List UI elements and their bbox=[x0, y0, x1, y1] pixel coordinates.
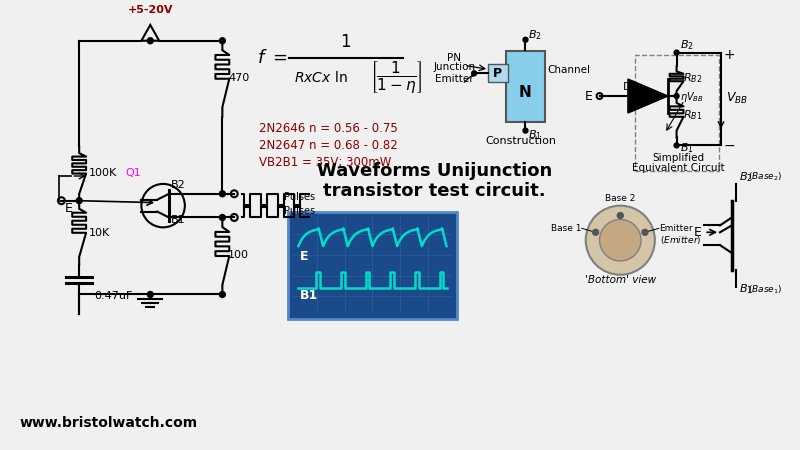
Text: Pulses: Pulses bbox=[283, 206, 314, 216]
Text: Pulses: Pulses bbox=[283, 192, 314, 202]
Text: P: P bbox=[494, 67, 502, 80]
Text: $B_1$: $B_1$ bbox=[679, 141, 694, 155]
Text: $R_{B2}$: $R_{B2}$ bbox=[683, 71, 702, 85]
Text: E: E bbox=[694, 226, 702, 239]
Circle shape bbox=[674, 94, 679, 99]
Text: $(Base_2)$: $(Base_2)$ bbox=[748, 171, 782, 184]
Polygon shape bbox=[628, 79, 668, 113]
Text: $V_{BB}$: $V_{BB}$ bbox=[726, 90, 748, 106]
Circle shape bbox=[147, 292, 154, 297]
Text: $B_2$: $B_2$ bbox=[738, 170, 753, 184]
Text: www.bristolwatch.com: www.bristolwatch.com bbox=[20, 416, 198, 430]
Text: D: D bbox=[623, 82, 631, 92]
Text: $B_1$: $B_1$ bbox=[529, 129, 542, 142]
Text: Q1: Q1 bbox=[126, 168, 142, 178]
Text: +5-20V: +5-20V bbox=[127, 5, 173, 15]
Text: $(Base_1)$: $(Base_1)$ bbox=[748, 284, 782, 296]
FancyBboxPatch shape bbox=[287, 212, 458, 319]
Text: Waveforms Unijunction
transistor test circuit.: Waveforms Unijunction transistor test ci… bbox=[317, 162, 552, 200]
Text: −: − bbox=[724, 138, 735, 153]
FancyBboxPatch shape bbox=[488, 64, 508, 82]
Text: 2N2647 n = 0.68 - 0.82: 2N2647 n = 0.68 - 0.82 bbox=[259, 139, 398, 152]
Circle shape bbox=[586, 206, 655, 275]
Text: Emitter: Emitter bbox=[658, 224, 693, 233]
Text: $f\ =$: $f\ =$ bbox=[257, 49, 288, 67]
Circle shape bbox=[674, 50, 679, 55]
Text: 'Bottom' view: 'Bottom' view bbox=[585, 274, 656, 285]
Text: Simplified: Simplified bbox=[653, 153, 705, 163]
Text: 100K: 100K bbox=[89, 168, 118, 178]
Text: 1: 1 bbox=[341, 33, 351, 51]
Circle shape bbox=[219, 38, 226, 44]
Text: 10K: 10K bbox=[89, 228, 110, 238]
Text: +: + bbox=[724, 48, 735, 62]
Circle shape bbox=[674, 143, 679, 148]
Text: 2N2646 n = 0.56 - 0.75: 2N2646 n = 0.56 - 0.75 bbox=[259, 122, 398, 135]
FancyBboxPatch shape bbox=[506, 50, 546, 122]
Circle shape bbox=[593, 230, 598, 235]
Text: $\left[\dfrac{1}{1-\eta}\right]$: $\left[\dfrac{1}{1-\eta}\right]$ bbox=[370, 59, 423, 95]
Text: Emitter: Emitter bbox=[435, 74, 474, 84]
Text: Channel: Channel bbox=[547, 65, 590, 75]
Circle shape bbox=[618, 212, 623, 218]
Text: E: E bbox=[299, 250, 308, 263]
Text: $B_2$: $B_2$ bbox=[529, 28, 542, 41]
Text: B2: B2 bbox=[171, 180, 186, 190]
Text: $\eta V_{BB}$: $\eta V_{BB}$ bbox=[679, 90, 703, 104]
Text: 0.47uF: 0.47uF bbox=[94, 292, 132, 302]
Circle shape bbox=[219, 292, 226, 297]
Text: PN: PN bbox=[447, 54, 462, 63]
Text: B1: B1 bbox=[299, 289, 318, 302]
Text: $B_2$: $B_2$ bbox=[679, 39, 694, 53]
Circle shape bbox=[599, 220, 641, 261]
Text: E: E bbox=[585, 90, 593, 103]
Text: Base 1: Base 1 bbox=[551, 224, 582, 233]
Text: 100: 100 bbox=[228, 250, 250, 260]
Circle shape bbox=[523, 37, 528, 42]
Text: VB2B1 = 35V; 300mW: VB2B1 = 35V; 300mW bbox=[259, 156, 391, 169]
Text: B1: B1 bbox=[171, 216, 186, 225]
Circle shape bbox=[219, 191, 226, 197]
Text: Equivalent Circuit: Equivalent Circuit bbox=[632, 163, 725, 173]
Circle shape bbox=[76, 198, 82, 204]
Text: Base 2: Base 2 bbox=[605, 194, 635, 202]
Text: Junction: Junction bbox=[434, 63, 475, 72]
Text: $(Emitter)$: $(Emitter)$ bbox=[660, 234, 702, 246]
Text: $R_{B1}$: $R_{B1}$ bbox=[683, 108, 702, 122]
Text: Construction: Construction bbox=[485, 136, 556, 146]
Text: E: E bbox=[64, 202, 72, 215]
Circle shape bbox=[147, 38, 154, 44]
Text: $B_1$: $B_1$ bbox=[738, 283, 753, 296]
Circle shape bbox=[642, 230, 648, 235]
Circle shape bbox=[523, 128, 528, 133]
Text: 470: 470 bbox=[228, 73, 250, 83]
Circle shape bbox=[219, 215, 226, 220]
Text: $RxCx\ \ln$: $RxCx\ \ln$ bbox=[294, 70, 348, 85]
Circle shape bbox=[472, 71, 477, 76]
Text: N: N bbox=[519, 85, 532, 99]
